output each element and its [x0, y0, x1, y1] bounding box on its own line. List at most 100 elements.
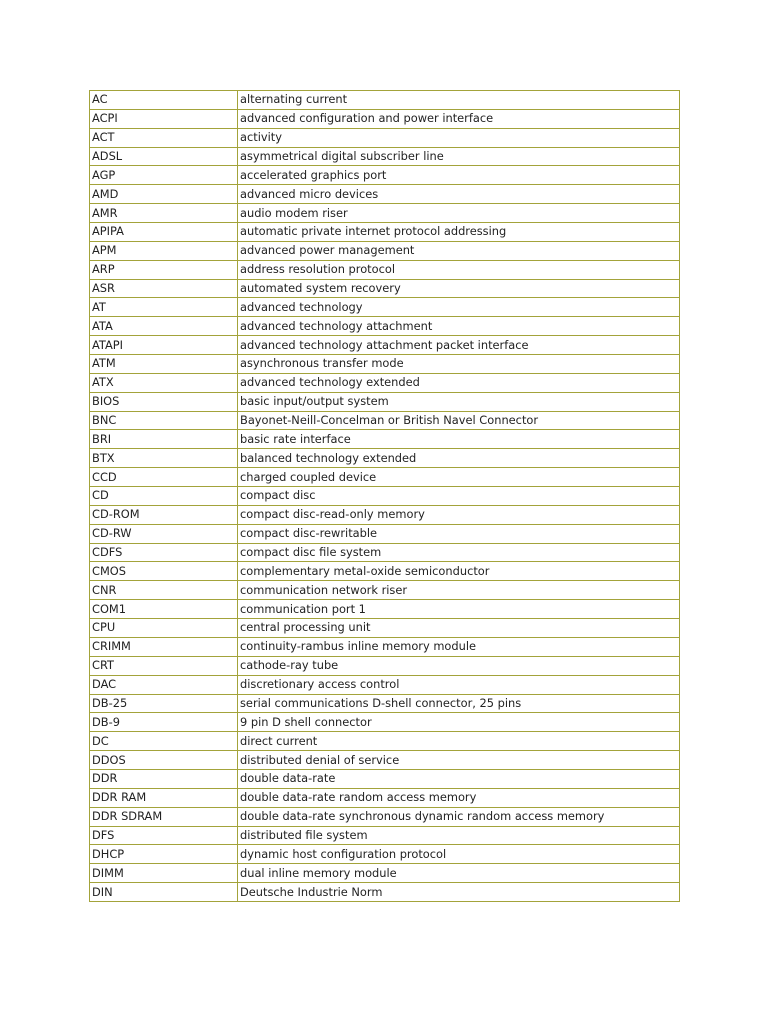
acronym-cell: CD	[89, 486, 238, 506]
table-row: DB-25 serial communications D-shell conne…	[89, 693, 680, 714]
table-row: ASR automated system recovery	[89, 278, 680, 299]
table-row: ARP address resolution protocol	[89, 259, 680, 280]
definition-cell: activity	[237, 127, 680, 148]
definition-cell: asynchronous transfer mode	[237, 354, 680, 374]
table-row: CD-RW compact disc-rewritable	[89, 523, 680, 544]
table-row: DC direct current	[89, 731, 680, 752]
table-row: DB-9 9 pin D shell connector	[89, 712, 680, 733]
definition-cell: distributed denial of service	[237, 750, 680, 770]
acronym-cell: APIPA	[89, 222, 238, 242]
definition-cell: charged coupled device	[237, 467, 680, 488]
acronym-cell: ADSL	[89, 146, 238, 167]
acronym-cell: BTX	[89, 448, 238, 469]
acronym-cell: COM1	[89, 599, 238, 620]
definition-cell: basic input/output system	[237, 391, 680, 412]
acronym-cell: BRI	[89, 429, 238, 450]
definition-cell: direct current	[237, 731, 680, 752]
acronym-cell: AMR	[89, 203, 238, 224]
table-row: CPU central processing unit	[89, 618, 680, 638]
table-row: DDR double data-rate	[89, 768, 680, 789]
definition-cell: asymmetrical digital subscriber line	[237, 146, 680, 167]
table-row: AGP accelerated graphics port	[89, 165, 680, 186]
definition-cell: Bayonet-Neill-Concelman or British Navel…	[237, 410, 680, 431]
table-row: AT advanced technology	[89, 297, 680, 318]
acronym-cell: AGP	[89, 165, 238, 186]
definition-cell: compact disc file system	[237, 542, 680, 563]
acronym-cell: CRT	[89, 655, 238, 676]
table-row: ATA advanced technology attachment	[89, 316, 680, 337]
acronym-cell: DDOS	[89, 750, 238, 770]
definition-cell: advanced technology	[237, 297, 680, 318]
table-row: COM1 communication port 1	[89, 599, 680, 620]
acronym-cell: AMD	[89, 184, 238, 205]
acronym-cell: APM	[89, 240, 238, 261]
definition-cell: advanced micro devices	[237, 184, 680, 205]
acronym-cell: DDR SDRAM	[89, 806, 238, 827]
acronym-cell: DB-25	[89, 693, 238, 714]
table-row: ATM asynchronous transfer mode	[89, 354, 680, 374]
definition-cell: compact disc-read-only memory	[237, 504, 680, 525]
table-row: BNC Bayonet-Neill-Concelman or British Na…	[89, 410, 680, 431]
table-row: CCD charged coupled device	[89, 467, 680, 488]
table-row: DIN Deutsche Industrie Norm	[89, 882, 680, 902]
definition-cell: automatic private internet protocol addr…	[237, 222, 680, 242]
definition-cell: advanced configuration and power interfa…	[237, 108, 680, 129]
definition-cell: 9 pin D shell connector	[237, 712, 680, 733]
table-row: CD-ROM compact disc-read-only memory	[89, 504, 680, 525]
definition-cell: communication port 1	[237, 599, 680, 620]
table-row: BTX balanced technology extended	[89, 448, 680, 469]
acronym-cell: ATM	[89, 354, 238, 374]
acronym-cell: CRIMM	[89, 636, 238, 657]
acronym-cell: DFS	[89, 825, 238, 846]
table-row: ACT activity	[89, 127, 680, 148]
definition-cell: Deutsche Industrie Norm	[237, 882, 680, 902]
table-row: DFS distributed file system	[89, 825, 680, 846]
table-row: ATAPI advanced technology attachment pack…	[89, 335, 680, 356]
definition-cell: discretionary access control	[237, 674, 680, 695]
table-row: DIMM dual inline memory module	[89, 863, 680, 884]
acronym-cell: CDFS	[89, 542, 238, 563]
definition-cell: serial communications D-shell connector,…	[237, 693, 680, 714]
acronym-cell: DDR RAM	[89, 787, 238, 808]
definition-cell: central processing unit	[237, 618, 680, 638]
definition-cell: advanced power management	[237, 240, 680, 261]
acronym-cell: DIMM	[89, 863, 238, 884]
acronym-cell: DB-9	[89, 712, 238, 733]
table-row: ADSL asymmetrical digital subscriber line	[89, 146, 680, 167]
definition-cell: distributed file system	[237, 825, 680, 846]
definition-cell: dual inline memory module	[237, 863, 680, 884]
definition-cell: basic rate interface	[237, 429, 680, 450]
table-row: AC alternating current	[89, 90, 680, 110]
definition-cell: communication network riser	[237, 580, 680, 601]
table-row: DHCP dynamic host configuration protocol	[89, 844, 680, 865]
acronym-cell: CD-RW	[89, 523, 238, 544]
acronym-cell: ARP	[89, 259, 238, 280]
table-row: DAC discretionary access control	[89, 674, 680, 695]
definition-cell: automated system recovery	[237, 278, 680, 299]
definition-cell: advanced technology attachment	[237, 316, 680, 337]
acronym-cell: CMOS	[89, 561, 238, 582]
acronym-cell: CCD	[89, 467, 238, 488]
definition-cell: compact disc-rewritable	[237, 523, 680, 544]
table-row: ACPI advanced configuration and power int…	[89, 108, 680, 129]
table-row: CMOS complementary metal-oxide semiconduc…	[89, 561, 680, 582]
table-row: ATX advanced technology extended	[89, 372, 680, 393]
acronym-table: AC alternating current ACPI advanced config…	[89, 90, 680, 902]
acronym-cell: CPU	[89, 618, 238, 638]
definition-cell: double data-rate synchronous dynamic ran…	[237, 806, 680, 827]
table-row: DDR SDRAM double data-rate synchronous dy…	[89, 806, 680, 827]
table-row: APM advanced power management	[89, 240, 680, 261]
definition-cell: double data-rate	[237, 768, 680, 789]
table-row: BIOS basic input/output system	[89, 391, 680, 412]
definition-cell: compact disc	[237, 486, 680, 506]
table-row: CRT cathode-ray tube	[89, 655, 680, 676]
acronym-cell: AT	[89, 297, 238, 318]
table-row: DDR RAM double data-rate random access me…	[89, 787, 680, 808]
acronym-cell: AC	[89, 90, 238, 110]
acronym-cell: CD-ROM	[89, 504, 238, 525]
definition-cell: address resolution protocol	[237, 259, 680, 280]
acronym-cell: ACPI	[89, 108, 238, 129]
acronym-cell: DC	[89, 731, 238, 752]
table-row: CRIMM continuity-rambus inline memory mod…	[89, 636, 680, 657]
acronym-cell: BIOS	[89, 391, 238, 412]
